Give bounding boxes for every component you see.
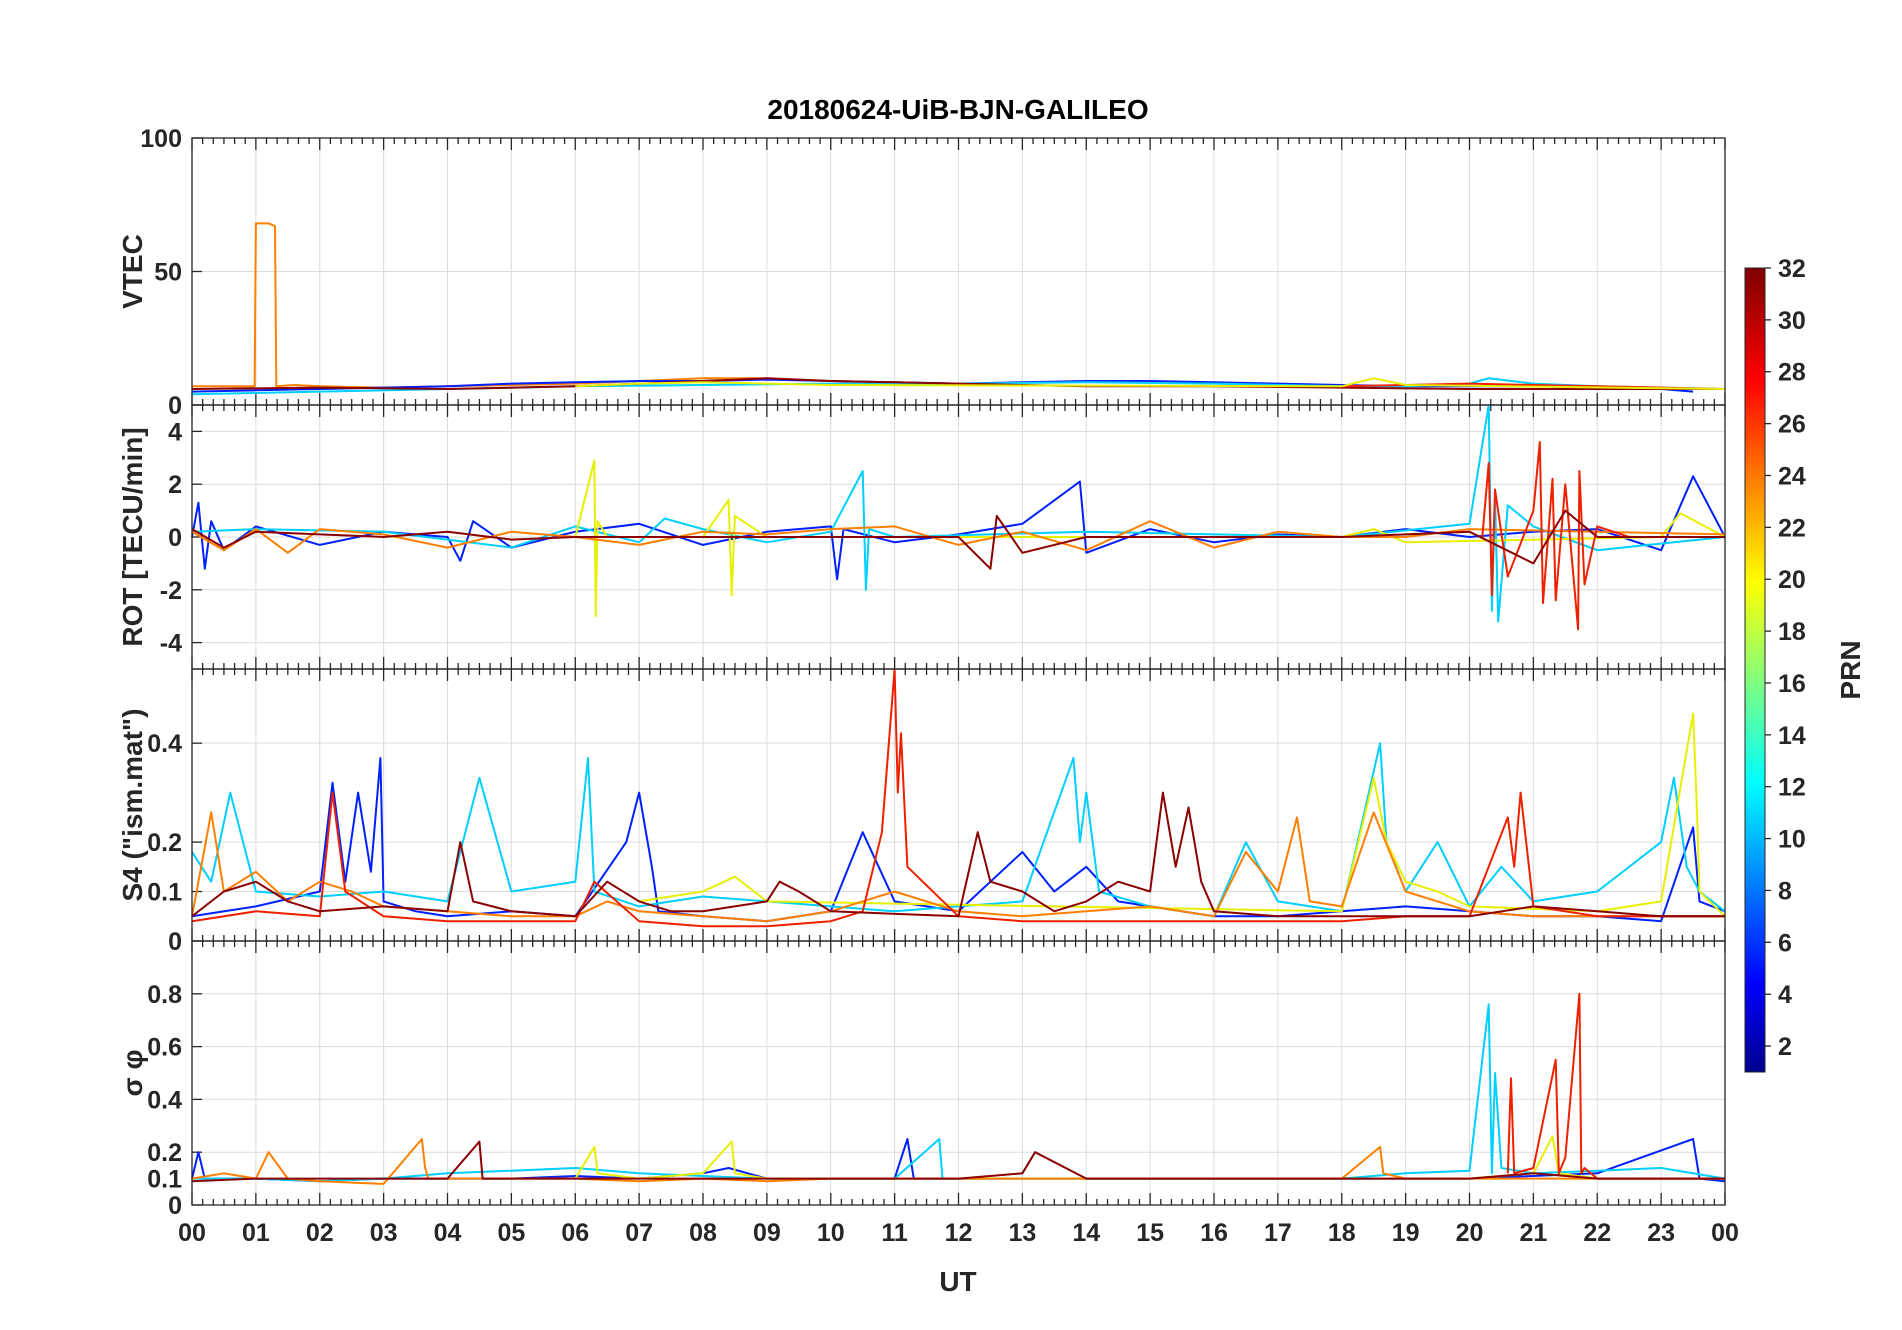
y-tick-label: 0.4 <box>147 1086 182 1114</box>
y-tick-label: -2 <box>160 577 182 605</box>
colorbar-gradient <box>1744 267 1766 1073</box>
x-tick-label: 18 <box>1328 1219 1356 1247</box>
y-tick-label: 0.8 <box>147 981 182 1009</box>
y-tick-label: -4 <box>160 630 182 658</box>
series-line-rot-1 <box>191 404 1726 623</box>
x-tick-label: 14 <box>1072 1219 1100 1247</box>
series-line-s4-1 <box>191 742 1726 918</box>
colorbar-tick-label: 4 <box>1778 981 1792 1009</box>
x-tick-label: 06 <box>561 1219 589 1247</box>
x-tick-label: 01 <box>242 1219 270 1247</box>
y-axis-label-rot: ROT [TECU/min] <box>117 427 148 646</box>
panel-vtec: 0 50 100 VTEC <box>117 125 1726 420</box>
series-line-rot-2 <box>574 459 1726 618</box>
x-tick-label: 00 <box>1711 1219 1739 1247</box>
y-tick-label: 0.4 <box>147 730 182 758</box>
series-line-vtec-0 <box>192 222 895 389</box>
y-tick-label: 0.2 <box>147 829 182 857</box>
y-tick-label: 50 <box>154 259 182 287</box>
y-tick-label: 0.1 <box>147 1166 182 1194</box>
x-tick-label: 19 <box>1392 1219 1420 1247</box>
x-tick-label: 10 <box>817 1219 845 1247</box>
colorbar-tick-label: 10 <box>1778 826 1806 854</box>
y-tick-label: 0 <box>168 524 182 552</box>
colorbar-tick-label: 24 <box>1778 462 1806 490</box>
x-tick-label: 22 <box>1583 1219 1611 1247</box>
x-tick-label: 15 <box>1136 1219 1164 1247</box>
x-tick-label: 11 <box>881 1219 908 1247</box>
y-axis-label-vtec: VTEC <box>117 234 148 309</box>
x-tick-label: 21 <box>1519 1219 1547 1247</box>
y-tick-label: 4 <box>168 418 182 446</box>
panel-frame <box>191 940 1726 1206</box>
x-tick-label: 05 <box>497 1219 525 1247</box>
chart-title: 20180624-UiB-BJN-GALILEO <box>767 94 1148 125</box>
y-tick-label: 100 <box>140 125 182 153</box>
x-tick-label: 07 <box>625 1219 653 1247</box>
panel-sigma: 00.10.2 0.4 0.6 0.8 σ φ <box>117 940 1726 1220</box>
series-line-vtec-5 <box>575 377 1726 390</box>
y-tick-label: 0.6 <box>147 1034 182 1062</box>
y-tick-label: 0 <box>168 392 182 420</box>
colorbar-tick-label: 26 <box>1778 411 1806 439</box>
colorbar-tick-label: 6 <box>1778 929 1792 957</box>
y-tick-label: 0 <box>168 1192 182 1220</box>
colorbar-tick-label: 12 <box>1778 774 1806 802</box>
series-line-sigma-4 <box>1506 992 1725 1180</box>
colorbar-tick-label: 30 <box>1778 307 1806 335</box>
x-tick-label: 09 <box>753 1219 781 1247</box>
y-axis-label-sigma: σ φ <box>117 1050 148 1097</box>
series-line-rot-4 <box>1481 441 1662 631</box>
colorbar-tick-label: 32 <box>1778 255 1806 283</box>
series-line-s4-0 <box>191 757 1726 923</box>
colorbar-tick-label: 22 <box>1778 514 1806 542</box>
series-line-sigma-5 <box>191 1140 1725 1183</box>
colorbar-tick-label: 20 <box>1778 566 1806 594</box>
x-tick-label: 17 <box>1264 1219 1292 1247</box>
series-line-vtec-3 <box>191 377 1725 390</box>
colorbar-tick-label: 14 <box>1778 722 1806 750</box>
panel-rot: -4 -2 0 2 4 ROT [TECU/min] <box>117 404 1726 670</box>
y-axis-label-s4: S4 ("ism.mat") <box>117 708 148 901</box>
series-line-s4-3 <box>191 811 1725 923</box>
x-tick-label: 20 <box>1456 1219 1484 1247</box>
series-line-s4-4 <box>191 668 1725 928</box>
x-tick-label: 00 <box>178 1219 206 1247</box>
colorbar-tick-label: 28 <box>1778 359 1806 387</box>
x-tick-label: 12 <box>945 1219 973 1247</box>
x-tick-label: 23 <box>1647 1219 1675 1247</box>
panel-s4: 0 0.1 0.2 0.4S4 ("ism.mat") <box>117 668 1726 956</box>
series-line-s4-2 <box>638 712 1726 918</box>
y-tick-label: 0.2 <box>147 1139 182 1167</box>
series-line-s4-5 <box>191 791 1725 918</box>
series-line-rot-3 <box>191 520 1726 554</box>
x-tick-label: 16 <box>1200 1219 1228 1247</box>
x-tick-label: 04 <box>434 1219 462 1247</box>
colorbar-tick-label: 2 <box>1778 1033 1792 1061</box>
colorbar-tick-label: 8 <box>1778 877 1792 905</box>
series-line-rot-5 <box>191 509 1725 570</box>
x-tick-label: 03 <box>370 1219 398 1247</box>
colorbar-label: PRN <box>1835 640 1866 699</box>
x-tick-label: 13 <box>1008 1219 1036 1247</box>
y-tick-label: 0 <box>168 928 182 956</box>
y-tick-label: 2 <box>168 471 182 499</box>
series-line-rot-0 <box>191 475 1726 581</box>
colorbar-tick-label: 18 <box>1778 618 1806 646</box>
x-axis-label: UT <box>939 1266 976 1297</box>
colorbar-tick-label: 16 <box>1778 670 1806 698</box>
x-tick-label: 02 <box>306 1219 334 1247</box>
y-tick-label: 0.1 <box>147 879 182 907</box>
x-tick-label: 08 <box>689 1219 717 1247</box>
